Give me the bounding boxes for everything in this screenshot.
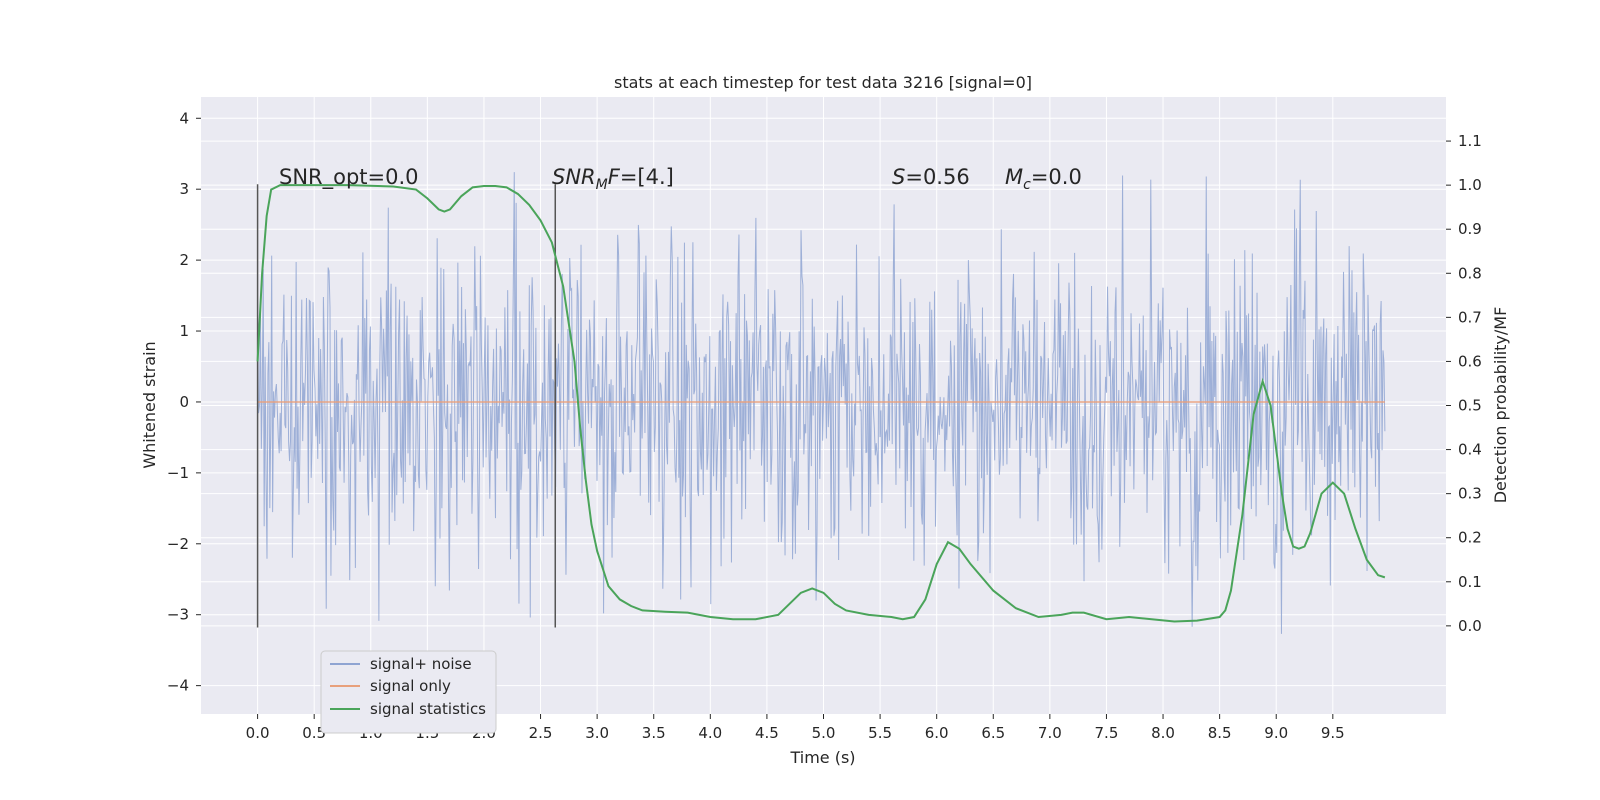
right-y-ticks: 1.1 1.0 0.9 0.8 0.7 0.6 0.5 0.4 0.3 0.2 0.1 0.0 [1446, 132, 1482, 635]
s-value: =0.56 [905, 165, 969, 189]
mc-symbol: M [1005, 165, 1023, 189]
x-tick-label: 4.5 [755, 724, 779, 742]
legend-box [320, 650, 497, 734]
right-y-axis-label: Detection probability/MF [1491, 307, 1510, 504]
x-tick-label: 9.5 [1321, 724, 1345, 742]
right-y-tick-label: 0.9 [1458, 220, 1482, 238]
x-tick-label: 5.0 [812, 724, 836, 742]
x-axis-label: Time (s) [789, 748, 855, 767]
y-tick-label: −2 [167, 535, 189, 553]
signal-plus-noise-series [257, 172, 1386, 634]
mc-subscript: c [1023, 177, 1031, 193]
legend-label-noise: signal+ noise [370, 655, 472, 673]
y-tick-label: 4 [179, 109, 189, 127]
y-axis-label: Whitened strain [140, 341, 159, 468]
legend: signal+ noise signal only signal statist… [320, 650, 497, 734]
chart-title: stats at each timestep for test data 321… [614, 73, 1032, 92]
right-y-tick-label: 0.3 [1458, 485, 1482, 503]
right-y-tick-label: 0.2 [1458, 529, 1482, 547]
x-tick-label: 0.5 [302, 724, 326, 742]
x-tick-label: 9.0 [1264, 724, 1288, 742]
x-tick-label: 3.5 [642, 724, 666, 742]
snr-mf-symbol-f: F [608, 165, 621, 189]
y-tick-label: 2 [179, 251, 189, 269]
y-tick-label: −1 [167, 464, 189, 482]
x-tick-label: 6.5 [981, 724, 1005, 742]
right-y-tick-label: 0.7 [1458, 308, 1482, 326]
right-y-tick-label: 0.0 [1458, 617, 1482, 635]
snr-mf-value: =[4.] [620, 165, 674, 189]
x-tick-label: 7.0 [1038, 724, 1062, 742]
y-tick-label: 3 [179, 180, 189, 198]
right-y-tick-label: 1.1 [1458, 132, 1482, 150]
noise-trace [257, 172, 1386, 634]
x-tick-label: 4.0 [698, 724, 722, 742]
annotation-snr-mf: SNRMF=[4.] [552, 165, 674, 193]
right-y-tick-label: 0.6 [1458, 352, 1482, 370]
x-tick-label: 3.0 [585, 724, 609, 742]
x-tick-label: 6.0 [925, 724, 949, 742]
x-tick-label: 0.0 [246, 724, 270, 742]
annotation-mc: Mc=0.0 [1005, 165, 1082, 193]
right-y-tick-label: 0.5 [1458, 397, 1482, 415]
x-tick-label: 7.5 [1095, 724, 1119, 742]
signal-statistics-line [256, 184, 1386, 623]
legend-label-signal-only: signal only [370, 677, 451, 695]
s-symbol: S [892, 165, 905, 189]
y-tick-label: 0 [179, 393, 189, 411]
y-tick-label: 1 [179, 322, 189, 340]
right-y-tick-label: 0.1 [1458, 573, 1482, 591]
y-tick-label: −4 [167, 677, 189, 695]
right-y-tick-label: 0.4 [1458, 441, 1482, 459]
right-y-tick-label: 1.0 [1458, 176, 1482, 194]
legend-label-statistics: signal statistics [370, 700, 486, 718]
y-tick-label: −3 [167, 606, 189, 624]
y-ticks: 4 3 2 1 0 −1 −2 −3 −4 [167, 109, 201, 695]
annotation-s: S=0.56 [892, 165, 970, 189]
annotation-snr-opt: SNR_opt=0.0 [279, 165, 419, 190]
right-y-tick-label: 0.8 [1458, 264, 1482, 282]
x-tick-label: 5.5 [868, 724, 892, 742]
snr-mf-subscript: M [596, 177, 608, 193]
x-tick-label: 2.5 [529, 724, 553, 742]
x-tick-label: 8.5 [1208, 724, 1232, 742]
x-tick-label: 8.0 [1151, 724, 1175, 742]
mc-value: =0.0 [1031, 165, 1082, 189]
snr-mf-symbol: SNR [552, 165, 596, 189]
